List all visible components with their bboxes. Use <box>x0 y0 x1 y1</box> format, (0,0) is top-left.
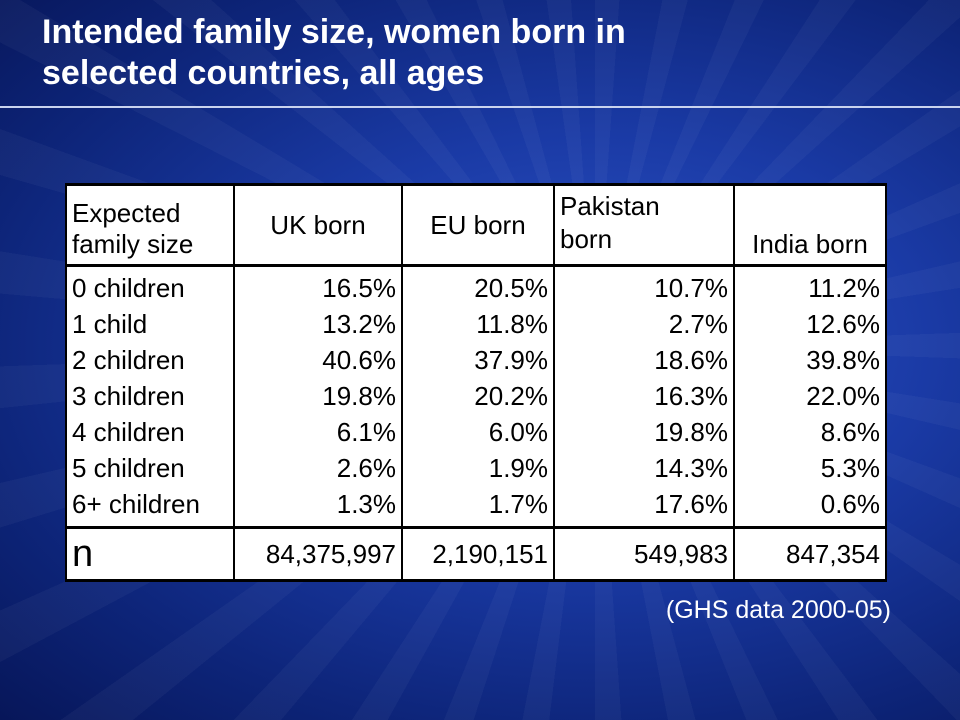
cell-pakistan-born: 19.8% <box>553 414 735 450</box>
table-row: 3 children 19.8% 20.2% 16.3% 22.0% <box>65 378 887 414</box>
cell-uk-born: 13.2% <box>233 306 403 342</box>
family-size-table: Expected family size UK born EU born Pak… <box>65 183 887 582</box>
row-label: 3 children <box>65 378 235 414</box>
cell-pakistan-born: 10.7% <box>553 265 735 306</box>
table-row: 4 children 6.1% 6.0% 19.8% 8.6% <box>65 414 887 450</box>
row-label: 6+ children <box>65 486 235 528</box>
row-label: 2 children <box>65 342 235 378</box>
table-row: 5 children 2.6% 1.9% 14.3% 5.3% <box>65 450 887 486</box>
header-col3-line1: Pakistan <box>560 191 660 221</box>
cell-pakistan-born: 2.7% <box>553 306 735 342</box>
row-label: 5 children <box>65 450 235 486</box>
n-eu: 2,190,151 <box>401 526 555 582</box>
title-line-2: selected countries, all ages <box>42 54 485 92</box>
cell-uk-born: 1.3% <box>233 486 403 528</box>
row-label: 4 children <box>65 414 235 450</box>
cell-eu-born: 1.9% <box>401 450 555 486</box>
header-india-born: India born <box>733 183 887 267</box>
table-row: 1 child 13.2% 11.8% 2.7% 12.6% <box>65 306 887 342</box>
cell-pakistan-born: 17.6% <box>553 486 735 528</box>
header-pakistan-born: Pakistan born <box>553 183 735 267</box>
cell-eu-born: 1.7% <box>401 486 555 528</box>
cell-india-born: 39.8% <box>733 342 887 378</box>
cell-india-born: 5.3% <box>733 450 887 486</box>
cell-india-born: 22.0% <box>733 378 887 414</box>
n-india: 847,354 <box>733 526 887 582</box>
cell-uk-born: 19.8% <box>233 378 403 414</box>
n-pakistan: 549,983 <box>553 526 735 582</box>
cell-pakistan-born: 14.3% <box>553 450 735 486</box>
table-row: 6+ children 1.3% 1.7% 17.6% 0.6% <box>65 486 887 528</box>
cell-india-born: 8.6% <box>733 414 887 450</box>
n-label: n <box>65 526 235 582</box>
cell-india-born: 11.2% <box>733 265 887 306</box>
cell-eu-born: 20.5% <box>401 265 555 306</box>
cell-eu-born: 20.2% <box>401 378 555 414</box>
cell-india-born: 12.6% <box>733 306 887 342</box>
header-eu-born: EU born <box>401 183 555 267</box>
cell-uk-born: 2.6% <box>233 450 403 486</box>
source-note: (GHS data 2000-05) <box>665 596 891 624</box>
cell-uk-born: 16.5% <box>233 265 403 306</box>
sample-size-row: n 84,375,997 2,190,151 549,983 847,354 <box>65 526 887 582</box>
cell-pakistan-born: 16.3% <box>553 378 735 414</box>
title-line-1: Intended family size, women born in <box>42 13 626 51</box>
row-label: 0 children <box>65 265 235 306</box>
cell-pakistan-born: 18.6% <box>553 342 735 378</box>
cell-uk-born: 40.6% <box>233 342 403 378</box>
slide-title: Intended family size, women born in sele… <box>42 12 922 94</box>
table-row: 2 children 40.6% 37.9% 18.6% 39.8% <box>65 342 887 378</box>
header-expected-family-size: Expected family size <box>65 183 235 267</box>
title-divider <box>0 106 960 108</box>
cell-eu-born: 11.8% <box>401 306 555 342</box>
header-col0-line1: Expected <box>72 198 181 228</box>
header-col0-line2: family size <box>72 229 194 259</box>
n-uk: 84,375,997 <box>233 526 403 582</box>
table-header-row: Expected family size UK born EU born Pak… <box>65 183 887 267</box>
cell-eu-born: 37.9% <box>401 342 555 378</box>
cell-india-born: 0.6% <box>733 486 887 528</box>
header-col3-line2: born <box>560 224 613 254</box>
cell-eu-born: 6.0% <box>401 414 555 450</box>
row-label: 1 child <box>65 306 235 342</box>
header-uk-born: UK born <box>233 183 403 267</box>
table-row: 0 children 16.5% 20.5% 10.7% 11.2% <box>65 265 887 306</box>
cell-uk-born: 6.1% <box>233 414 403 450</box>
